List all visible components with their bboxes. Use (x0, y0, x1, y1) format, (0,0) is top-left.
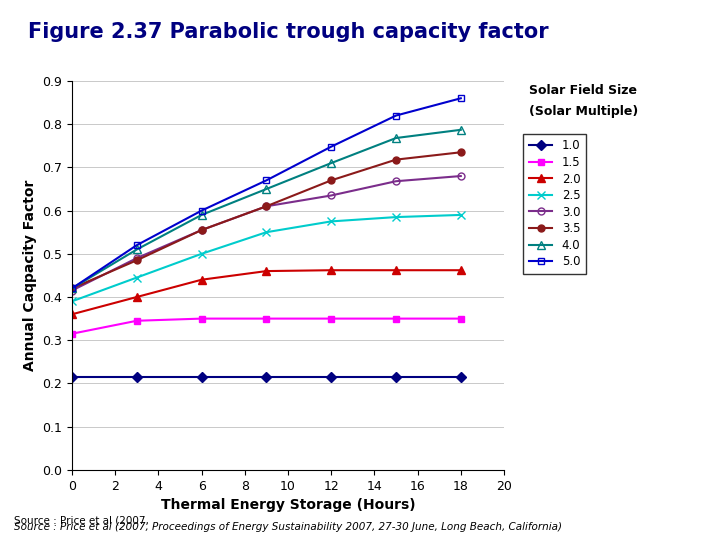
Line: 1.0: 1.0 (68, 374, 464, 380)
X-axis label: Thermal Energy Storage (Hours): Thermal Energy Storage (Hours) (161, 498, 415, 512)
Text: Source : Price et al (2007,: Source : Price et al (2007, (14, 516, 153, 525)
3.0 (68, 287, 76, 294)
4.0 (327, 160, 336, 166)
Line: 2.0: 2.0 (68, 266, 465, 319)
1.5 (68, 330, 76, 337)
2.5 (456, 212, 465, 218)
Legend: 1.0, 1.5, 2.0, 2.5, 3.0, 3.5, 4.0, 5.0: 1.0, 1.5, 2.0, 2.5, 3.0, 3.5, 4.0, 5.0 (523, 133, 586, 274)
1.0 (197, 374, 206, 380)
Line: 3.5: 3.5 (68, 149, 464, 292)
2.5 (262, 229, 271, 235)
3.0 (132, 255, 141, 261)
1.0 (327, 374, 336, 380)
3.5 (392, 157, 400, 163)
3.5 (262, 203, 271, 210)
2.0 (197, 276, 206, 283)
Line: 1.5: 1.5 (68, 315, 464, 337)
5.0 (132, 242, 141, 248)
3.5 (456, 149, 465, 156)
4.0 (68, 285, 76, 292)
2.5 (327, 218, 336, 225)
2.0 (456, 267, 465, 273)
3.5 (197, 227, 206, 233)
5.0 (262, 177, 271, 184)
2.5 (392, 214, 400, 220)
5.0 (392, 112, 400, 119)
4.0 (262, 186, 271, 192)
1.0 (68, 374, 76, 380)
Line: 4.0: 4.0 (68, 126, 465, 293)
1.5 (456, 315, 465, 322)
1.5 (197, 315, 206, 322)
Y-axis label: Annual Caqpacity Factor: Annual Caqpacity Factor (23, 180, 37, 371)
5.0 (327, 144, 336, 150)
2.5 (68, 298, 76, 305)
1.0 (392, 374, 400, 380)
1.5 (327, 315, 336, 322)
2.5 (132, 274, 141, 281)
3.0 (327, 192, 336, 199)
Text: Solar Field Size: Solar Field Size (529, 84, 637, 97)
2.0 (392, 267, 400, 273)
4.0 (392, 135, 400, 141)
2.0 (68, 311, 76, 318)
4.0 (132, 246, 141, 253)
4.0 (197, 212, 206, 218)
Line: 5.0: 5.0 (68, 95, 464, 292)
1.5 (262, 315, 271, 322)
3.0 (197, 227, 206, 233)
5.0 (197, 207, 206, 214)
2.5 (197, 251, 206, 257)
1.5 (132, 318, 141, 324)
4.0 (456, 126, 465, 133)
1.0 (132, 374, 141, 380)
Line: 3.0: 3.0 (68, 173, 464, 294)
Line: 2.5: 2.5 (68, 211, 465, 306)
Text: Figure 2.37 Parabolic trough capacity factor: Figure 2.37 Parabolic trough capacity fa… (27, 22, 549, 42)
5.0 (456, 95, 465, 102)
3.5 (68, 285, 76, 292)
2.0 (327, 267, 336, 273)
5.0 (68, 285, 76, 292)
2.0 (132, 294, 141, 300)
1.0 (456, 374, 465, 380)
2.0 (262, 268, 271, 274)
1.0 (262, 374, 271, 380)
Text: Source : Price et al (2007, Proceedings of Energy Sustainability 2007, 27-30 Jun: Source : Price et al (2007, Proceedings … (14, 522, 562, 532)
3.0 (262, 203, 271, 210)
3.5 (132, 257, 141, 264)
3.0 (392, 178, 400, 185)
Text: (Solar Multiple): (Solar Multiple) (529, 105, 639, 118)
3.5 (327, 177, 336, 184)
3.0 (456, 173, 465, 179)
1.5 (392, 315, 400, 322)
